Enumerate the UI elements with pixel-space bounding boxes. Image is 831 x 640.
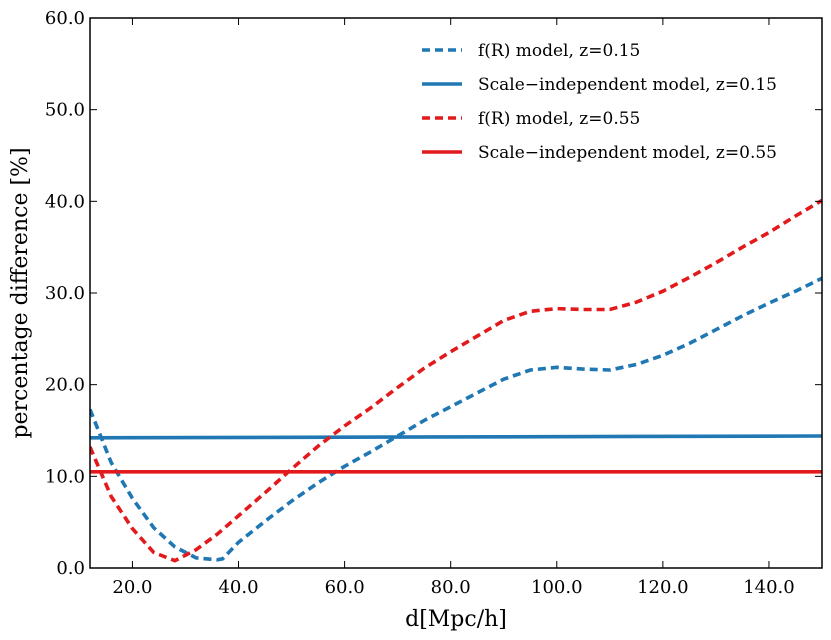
ticks-layer: 20.0 40.0 60.0 80.0 100.0 120.0 140.0 0.0 10.0 20… xyxy=(45,8,822,598)
x-tick-label: 120.0 xyxy=(637,577,689,598)
x-tick-label: 20.0 xyxy=(112,577,152,598)
series-layer xyxy=(90,198,822,563)
legend-label-0: f(R) model, z=0.15 xyxy=(478,41,640,61)
x-tick-label: 80.0 xyxy=(431,577,471,598)
series-line-0 xyxy=(90,276,822,562)
x-tick-label: 140.0 xyxy=(743,577,795,598)
series-line-1 xyxy=(90,434,822,440)
x-tick-label: 60.0 xyxy=(325,577,365,598)
y-tick-label: 30.0 xyxy=(45,283,85,304)
x-tick-label: 100.0 xyxy=(531,577,583,598)
y-tick-label: 50.0 xyxy=(45,100,85,121)
legend-label-1: Scale−independent model, z=0.15 xyxy=(478,75,777,95)
legend-label-3: Scale−independent model, z=0.55 xyxy=(478,143,777,163)
y-tick-label: 40.0 xyxy=(45,191,85,212)
series-line-2 xyxy=(90,198,822,563)
legend-label-2: f(R) model, z=0.55 xyxy=(478,109,640,129)
y-tick-label: 10.0 xyxy=(45,466,85,487)
legend: f(R) model, z=0.15 Scale−independent mode… xyxy=(422,41,777,163)
x-tick-label: 40.0 xyxy=(218,577,258,598)
y-tick-label: 20.0 xyxy=(45,375,85,396)
y-tick-label: 0.0 xyxy=(56,558,85,579)
plot-frame xyxy=(89,17,823,569)
y-axis-title: percentage difference [%] xyxy=(8,147,33,438)
y-tick-label: 60.0 xyxy=(45,8,85,29)
x-axis-title: d[Mpc/h] xyxy=(405,607,507,632)
